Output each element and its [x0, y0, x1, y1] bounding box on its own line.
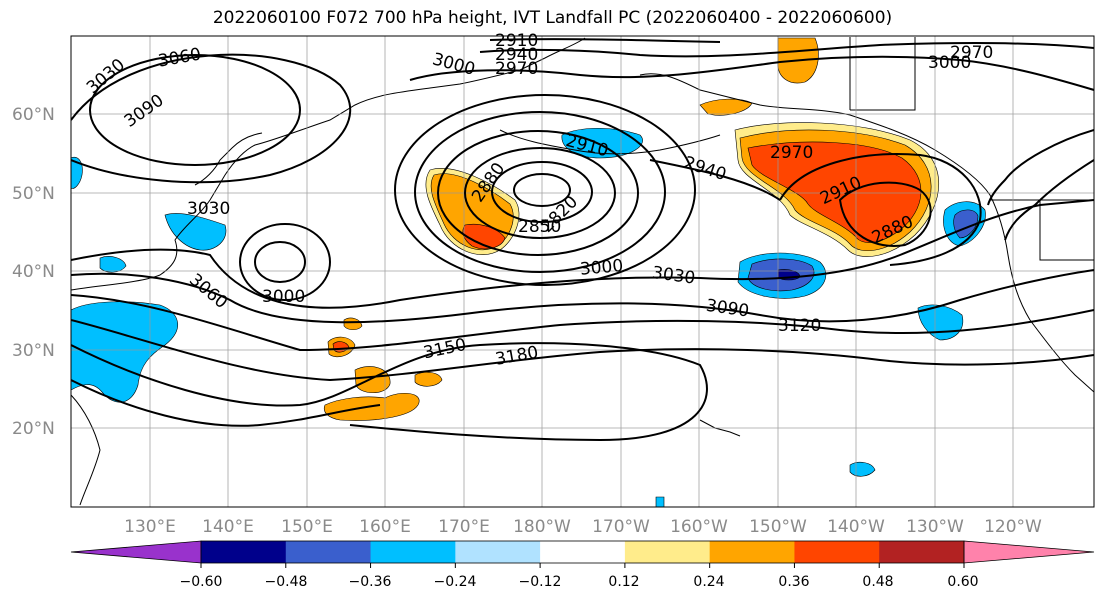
ivt-positive-region — [747, 141, 922, 243]
colorbar-extend-low — [70, 540, 202, 564]
longitude-label: 150°W — [749, 517, 807, 537]
colorbar — [70, 540, 1095, 568]
colorbar-segment — [540, 541, 626, 563]
latitude-label: 30°N — [12, 341, 55, 361]
colorbar-tick-label: 0.48 — [862, 574, 893, 590]
longitude-label: 130°E — [124, 517, 176, 537]
ivt-negative-region — [164, 213, 227, 251]
colorbar-ticks: −0.60 −0.48 −0.36 −0.24 −0.12 0.12 0.24 … — [180, 574, 979, 590]
graticule — [71, 36, 1094, 507]
latitude-label: 20°N — [12, 419, 55, 439]
colorbar-tick-label: 0.12 — [608, 574, 639, 590]
colorbar-tick-label: −0.48 — [265, 574, 308, 590]
longitude-label: 130°W — [906, 517, 964, 537]
latitude-axis: 60°N 50°N 40°N 30°N 20°N — [12, 105, 55, 439]
longitude-label: 180°W — [513, 517, 571, 537]
contour-label: 2970 — [770, 143, 813, 163]
ivt-positive-region — [343, 317, 363, 331]
ivt-positive-region — [414, 371, 443, 387]
height-contours — [71, 38, 1094, 442]
longitude-label: 150°E — [281, 517, 333, 537]
longitude-label: 160°W — [670, 517, 728, 537]
colorbar-tick-label: 0.60 — [947, 574, 978, 590]
colorbar-segment — [285, 541, 372, 563]
contour-label: 2850 — [518, 217, 561, 237]
colorbar-frame — [200, 540, 965, 564]
contour-label: 3000 — [262, 287, 305, 307]
colorbar-tick-label: 0.36 — [778, 574, 809, 590]
latitude-label: 50°N — [12, 184, 55, 204]
map-frame — [70, 35, 1095, 508]
longitude-label: 120°W — [984, 517, 1042, 537]
latitude-label: 60°N — [12, 105, 55, 125]
contour-label: 3000 — [579, 256, 624, 280]
contour-label: 2970 — [495, 59, 538, 79]
ivt-negative-region — [655, 496, 665, 507]
ivt-negative-region — [71, 157, 83, 189]
longitude-label: 140°E — [202, 517, 254, 537]
colorbar-segment — [455, 541, 541, 563]
contour-label: 2970 — [950, 43, 993, 63]
colorbar-tick-label: 0.24 — [693, 574, 724, 590]
colorbar-segment — [709, 541, 795, 563]
contour-label: 3120 — [778, 316, 821, 336]
colorbar-tick-label: −0.60 — [180, 574, 223, 590]
colorbar-segment — [624, 541, 711, 563]
contour-label: 3000 — [928, 53, 971, 73]
longitude-axis: 130°E 140°E 150°E 160°E 170°E 180°W 170°… — [124, 517, 1042, 537]
colorbar-tick-label: −0.36 — [349, 574, 392, 590]
longitude-label: 170°E — [438, 517, 490, 537]
longitude-label: 160°E — [359, 517, 411, 537]
longitude-label: 170°W — [592, 517, 650, 537]
ivt-shading — [71, 37, 986, 507]
latitude-label: 40°N — [12, 262, 55, 282]
longitude-label: 140°W — [827, 517, 885, 537]
colorbar-segment — [879, 541, 965, 563]
chart-title: 2022060100 F072 700 hPa height, IVT Land… — [212, 8, 893, 28]
contour-label: 2940 — [495, 45, 538, 65]
contour-label: 3030 — [187, 199, 230, 219]
colorbar-segment — [794, 541, 880, 563]
colorbar-tick-label: −0.12 — [519, 574, 562, 590]
colorbar-extend-high — [963, 540, 1095, 564]
colorbar-tick-label: −0.24 — [434, 574, 477, 590]
colorbar-segment — [201, 541, 287, 563]
contour-label: 2910 — [495, 31, 538, 51]
colorbar-segment — [370, 541, 456, 563]
